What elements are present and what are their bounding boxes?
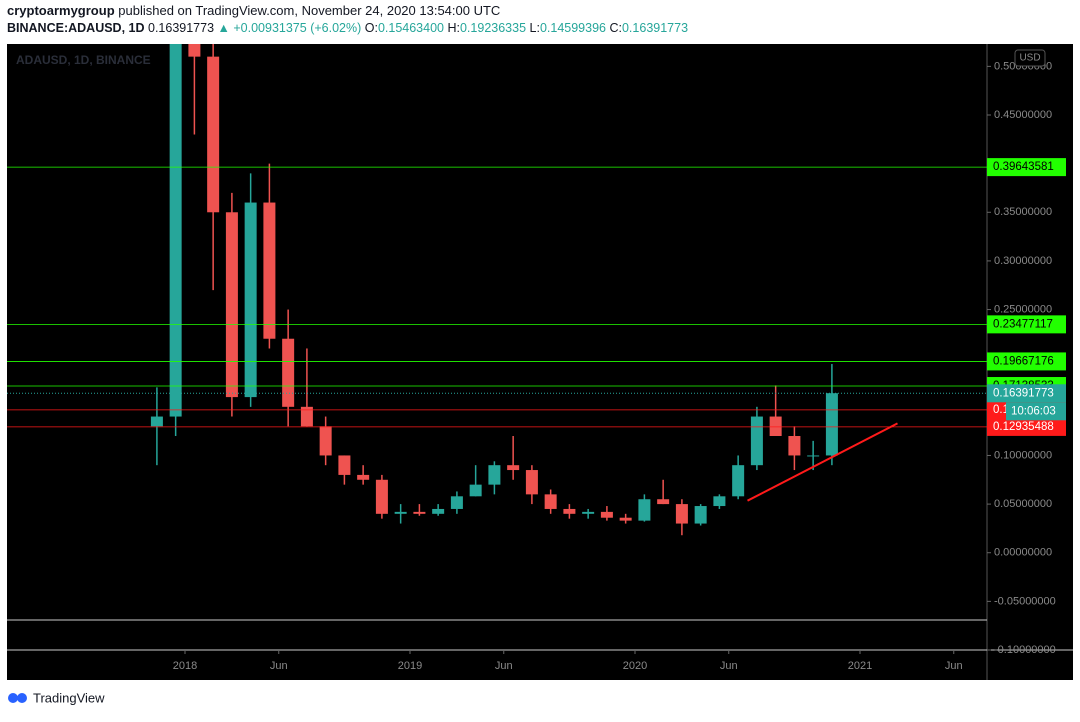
- level-label: 0.39643581: [993, 161, 1054, 173]
- candle-body: [675, 504, 688, 524]
- candle-body: [638, 499, 651, 521]
- candle-body: [582, 511, 595, 514]
- l-value: 0.14599396: [540, 21, 606, 35]
- level-label-box: [987, 158, 1066, 177]
- candle-body: [282, 338, 295, 407]
- level-label: 0.12935488: [993, 421, 1054, 433]
- y-tick-label: -0.05000000: [994, 595, 1056, 607]
- candle-body: [319, 426, 332, 456]
- x-tick-label: 2020: [623, 660, 647, 672]
- watermark: ADAUSD, 1D, BINANCE: [16, 53, 151, 67]
- candle-body: [732, 465, 745, 497]
- y-tick-label: 0.35000000: [994, 206, 1052, 218]
- x-tick-label: Jun: [270, 660, 288, 672]
- y-tick-label: 0.30000000: [994, 255, 1052, 267]
- x-tick-label: Jun: [945, 660, 963, 672]
- candle-body: [619, 517, 632, 521]
- candle-body: [357, 474, 370, 480]
- candle-body: [432, 508, 445, 514]
- price: 0.16391773: [148, 21, 214, 35]
- countdown: 10:06:03: [1011, 405, 1056, 417]
- x-tick-label: Jun: [720, 660, 738, 672]
- y-tick-label: 0.45000000: [994, 109, 1052, 121]
- currency-box: [1014, 49, 1046, 67]
- level-label-box: [987, 352, 1066, 371]
- last-price-label: 0.16391773: [993, 387, 1054, 399]
- trendline: [747, 422, 898, 502]
- published: published on TradingView.com, November 2…: [118, 3, 500, 18]
- candle-body: [563, 508, 576, 514]
- chart-background: [7, 44, 1073, 680]
- candle-body: [338, 455, 351, 475]
- y-tick-label: 0.10000000: [994, 449, 1052, 461]
- candle-body: [169, 44, 182, 417]
- brand: TradingView: [33, 690, 105, 705]
- symbol-line: BINANCE:ADAUSD, 1D 0.16391773 ▲ +0.00931…: [7, 21, 688, 35]
- candle-body: [657, 499, 670, 505]
- candle-body: [807, 455, 820, 457]
- y-tick-label: 0.05000000: [994, 498, 1052, 510]
- c-value: 0.16391773: [622, 21, 688, 35]
- o-label: O:: [365, 21, 378, 35]
- c-label: C:: [609, 21, 622, 35]
- x-tick-label: 2021: [848, 660, 872, 672]
- candle-body: [525, 470, 538, 495]
- x-tick-label: 2019: [398, 660, 422, 672]
- level-label: 0.23477117: [993, 318, 1053, 330]
- symbol: BINANCE:ADAUSD, 1D: [7, 21, 145, 35]
- currency: USD: [1019, 53, 1040, 64]
- plot-area: [150, 44, 898, 536]
- y-tick-label: 0.25000000: [994, 303, 1052, 315]
- candle-body: [263, 202, 276, 339]
- candle-body: [713, 496, 726, 507]
- countdown-box: [1006, 402, 1066, 421]
- level-label: 0.19667176: [993, 355, 1054, 367]
- candle-body: [225, 212, 238, 398]
- candle-body: [469, 484, 482, 497]
- candle-body: [507, 465, 520, 471]
- candle-body: [694, 506, 707, 524]
- level-label-box: [987, 417, 1066, 436]
- candle-body: [375, 479, 388, 514]
- author: cryptoarmygroup: [7, 3, 115, 18]
- candle-body: [300, 406, 313, 427]
- o-value: 0.15463400: [378, 21, 444, 35]
- change: ▲ +0.00931375 (+6.02%): [218, 21, 362, 35]
- h-value: 0.19236335: [460, 21, 526, 35]
- candle-body: [394, 511, 407, 514]
- candle-body: [750, 416, 763, 466]
- x-tick-label: Jun: [495, 660, 513, 672]
- candle-body: [413, 511, 426, 514]
- candle-body: [150, 416, 163, 427]
- l-label: L:: [530, 21, 540, 35]
- candle-body: [788, 436, 801, 456]
- level-label-box: [987, 315, 1066, 334]
- y-tick-label: -0.10000000: [994, 644, 1056, 656]
- x-tick-label: 2018: [173, 660, 197, 672]
- candle-body: [544, 494, 557, 509]
- header-line: cryptoarmygroup published on TradingView…: [7, 3, 500, 18]
- tv-logo: [8, 693, 27, 703]
- candle-body: [207, 56, 220, 213]
- candle-body: [488, 465, 501, 485]
- candle-body: [769, 416, 782, 437]
- y-tick-label: 0.00000000: [994, 547, 1052, 559]
- last-price-box: [987, 384, 1066, 403]
- candle-body: [244, 202, 257, 398]
- candle-body: [450, 496, 463, 509]
- h-label: H:: [447, 21, 460, 35]
- candle-body: [188, 44, 201, 57]
- candle-body: [825, 393, 838, 456]
- candle-body: [600, 511, 613, 518]
